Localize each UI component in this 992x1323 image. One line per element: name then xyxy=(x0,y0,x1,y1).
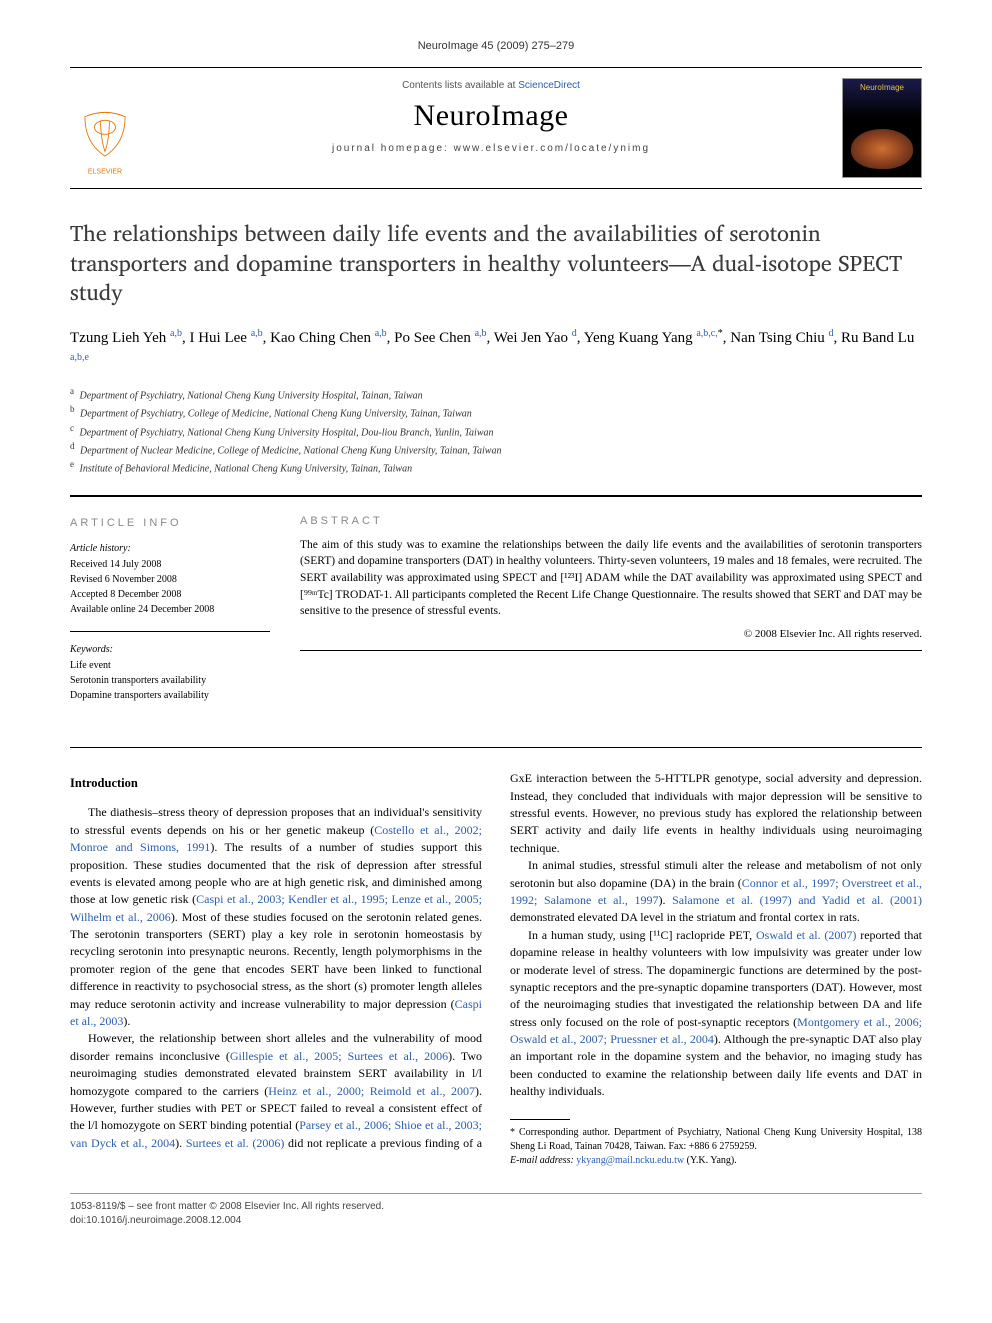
article-info-heading: ARTICLE INFO xyxy=(70,515,270,532)
email-link[interactable]: ykyang@mail.ncku.edu.tw xyxy=(576,1155,684,1166)
article-info-column: ARTICLE INFO Article history: Received 1… xyxy=(70,496,270,718)
publisher-logo-cell: ELSEVIER xyxy=(70,68,150,188)
corresponding-author-note: * Corresponding author. Department of Ps… xyxy=(510,1126,922,1154)
email-line: E-mail address: ykyang@mail.ncku.edu.tw … xyxy=(510,1154,922,1168)
journal-name: NeuroImage xyxy=(150,99,832,133)
keyword: Life event xyxy=(70,658,270,673)
body-paragraph: In a human study, using [¹¹C] raclopride… xyxy=(510,927,922,1101)
contents-line: Contents lists available at ScienceDirec… xyxy=(150,80,832,91)
contents-prefix: Contents lists available at xyxy=(402,80,518,91)
svg-text:ELSEVIER: ELSEVIER xyxy=(88,169,122,176)
article-body: Introduction The diathesis–stress theory… xyxy=(70,770,922,1167)
article-title: The relationships between daily life eve… xyxy=(70,219,922,308)
sciencedirect-link[interactable]: ScienceDirect xyxy=(518,80,580,91)
issn-line: 1053-8119/$ – see front matter © 2008 El… xyxy=(70,1200,922,1214)
journal-homepage: journal homepage: www.elsevier.com/locat… xyxy=(150,143,832,154)
citation-link[interactable]: Oswald et al. (2007) xyxy=(756,928,856,942)
elsevier-logo: ELSEVIER xyxy=(70,108,140,178)
citation-link[interactable]: Surtees et al. (2006) xyxy=(186,1136,285,1150)
abstract-copyright: © 2008 Elsevier Inc. All rights reserved… xyxy=(300,628,922,640)
divider xyxy=(300,650,922,651)
affiliation: e Institute of Behavioral Medicine, Nati… xyxy=(70,458,922,476)
footnotes: * Corresponding author. Department of Ps… xyxy=(510,1126,922,1168)
history-line: Available online 24 December 2008 xyxy=(70,602,270,617)
abstract-column: ABSTRACT The aim of this study was to ex… xyxy=(300,496,922,718)
running-head: NeuroImage 45 (2009) 275–279 xyxy=(70,40,922,52)
body-paragraph: The diathesis–stress theory of depressio… xyxy=(70,804,482,1030)
keyword: Dopamine transporters availability xyxy=(70,688,270,703)
abstract-heading: ABSTRACT xyxy=(300,515,922,527)
affiliation: d Department of Nuclear Medicine, Colleg… xyxy=(70,440,922,458)
citation-link[interactable]: Heinz et al., 2000; Reimold et al., 2007 xyxy=(268,1084,475,1098)
keyword: Serotonin transporters availability xyxy=(70,673,270,688)
journal-header: ELSEVIER Contents lists available at Sci… xyxy=(70,67,922,189)
history-line: Accepted 8 December 2008 xyxy=(70,587,270,602)
body-paragraph: In animal studies, stressful stimuli alt… xyxy=(510,857,922,927)
history-line: Received 14 July 2008 xyxy=(70,557,270,572)
section-heading-introduction: Introduction xyxy=(70,774,482,792)
divider xyxy=(70,747,922,748)
page-footer: 1053-8119/$ – see front matter © 2008 El… xyxy=(70,1193,922,1228)
journal-cover-thumbnail: NeuroImage xyxy=(842,78,922,178)
affiliation: b Department of Psychiatry, College of M… xyxy=(70,403,922,421)
affiliations-list: a Department of Psychiatry, National Che… xyxy=(70,385,922,477)
author-list: Tzung Lieh Yeh a,b, I Hui Lee a,b, Kao C… xyxy=(70,326,922,373)
keywords-label: Keywords: xyxy=(70,642,270,657)
divider xyxy=(70,631,270,632)
cover-title: NeuroImage xyxy=(843,83,921,92)
affiliation: c Department of Psychiatry, National Che… xyxy=(70,422,922,440)
citation-link[interactable]: Gillespie et al., 2005; Surtees et al., … xyxy=(230,1049,448,1063)
history-label: Article history: xyxy=(70,541,270,556)
history-line: Revised 6 November 2008 xyxy=(70,572,270,587)
abstract-text: The aim of this study was to examine the… xyxy=(300,537,922,620)
affiliation: a Department of Psychiatry, National Che… xyxy=(70,385,922,403)
citation-link[interactable]: Salamone et al. (1997) and Yadid et al. … xyxy=(672,893,922,907)
doi-line: doi:10.1016/j.neuroimage.2008.12.004 xyxy=(70,1214,922,1228)
footnote-separator xyxy=(510,1119,570,1120)
